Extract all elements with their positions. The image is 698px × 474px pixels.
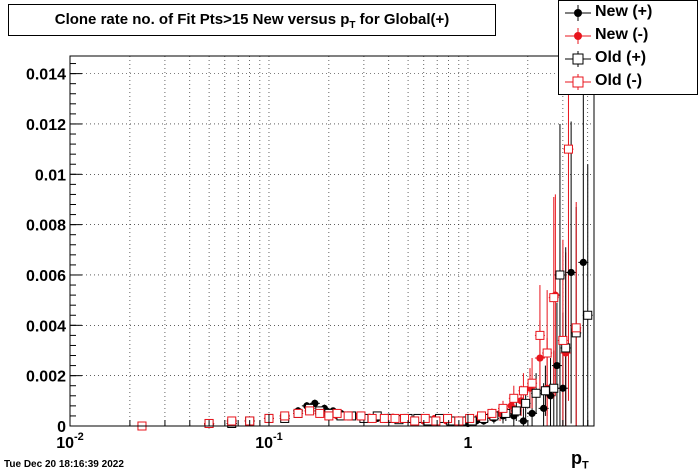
legend-label: Old (-) xyxy=(595,72,643,89)
data-point xyxy=(511,406,521,416)
legend-entry-new-minus: New (-) xyxy=(559,25,698,47)
data-point xyxy=(558,335,568,345)
data-point xyxy=(535,330,545,340)
data-point xyxy=(367,413,377,423)
legend-label: New (-) xyxy=(595,26,649,43)
x-axis-label: pT xyxy=(571,448,589,472)
data-point xyxy=(540,404,548,412)
chart-title-tail: for Global(+) xyxy=(355,11,450,28)
data-point xyxy=(477,411,487,421)
x-axis-label-subscript: T xyxy=(582,459,589,472)
data-point xyxy=(400,413,410,423)
legend-entry-new-plus: New (+) xyxy=(559,2,698,24)
data-point xyxy=(390,413,400,423)
data-point xyxy=(420,413,430,423)
x-tick-label-exponent: -2 xyxy=(74,431,84,443)
data-point xyxy=(528,409,536,418)
data-point xyxy=(431,416,441,426)
data-point xyxy=(332,408,342,418)
data-point xyxy=(315,408,325,418)
data-point xyxy=(305,406,315,416)
grid-lines xyxy=(69,56,594,427)
error-bars xyxy=(136,56,593,427)
legend: New (+) New (-) Old (+) Old (-) xyxy=(558,0,698,95)
data-point xyxy=(549,383,559,393)
y-tick-label: 0.012 xyxy=(26,117,66,134)
legend-label: Old (+) xyxy=(595,49,647,66)
x-tick-label-exponent: -1 xyxy=(273,431,283,443)
data-point xyxy=(487,408,497,418)
data-point xyxy=(410,416,420,426)
x-tick-label-base: 10 xyxy=(56,435,74,452)
title-box: Clone rate no. of Fit Pts>15 New versus … xyxy=(8,4,496,36)
data-point xyxy=(465,413,475,423)
chart-title-main: Clone rate no. of Fit Pts>15 New versus … xyxy=(54,11,350,28)
data-point xyxy=(542,348,552,358)
data-point xyxy=(531,388,541,398)
data-point xyxy=(559,384,567,392)
data-point xyxy=(227,416,237,426)
data-point xyxy=(293,408,303,418)
data-point xyxy=(536,354,544,362)
chart-title-subscript: T xyxy=(349,20,356,31)
data-point xyxy=(553,361,561,370)
x-tick-label: 10-2 xyxy=(56,431,84,452)
legend-symbol-filled-circle-red xyxy=(565,28,591,44)
plot-frame xyxy=(69,55,595,427)
data-point xyxy=(555,270,565,280)
y-tick-label: 0.002 xyxy=(26,369,66,386)
data-point xyxy=(509,393,519,403)
data-point xyxy=(549,293,559,303)
data-point xyxy=(527,378,537,388)
data-point xyxy=(583,310,593,320)
chart-title: Clone rate no. of Fit Pts>15 New versus … xyxy=(9,11,495,31)
axis-ticks xyxy=(69,63,589,427)
data-point xyxy=(498,403,508,413)
legend-symbol-open-square-black xyxy=(565,51,591,67)
data-point xyxy=(518,386,528,396)
legend-symbol-open-square-red xyxy=(565,74,591,90)
x-tick-label-base: 10 xyxy=(255,435,273,452)
y-tick-label: 0.008 xyxy=(26,218,66,235)
data-point xyxy=(379,413,389,423)
data-point xyxy=(561,343,571,353)
data-markers xyxy=(137,144,593,431)
x-tick-label: 10-1 xyxy=(255,431,283,452)
data-point xyxy=(356,411,366,421)
data-point xyxy=(443,413,453,423)
legend-symbol-filled-circle-black xyxy=(565,5,591,21)
y-tick-label: 0 xyxy=(57,419,66,436)
data-point xyxy=(324,411,334,421)
data-point xyxy=(571,323,581,333)
y-tick-label: 0.006 xyxy=(26,268,66,285)
x-tick-label: 1 xyxy=(464,435,473,452)
legend-entry-old-plus: Old (+) xyxy=(559,48,698,70)
data-point xyxy=(540,386,550,396)
timestamp: Tue Dec 20 18:16:39 2022 xyxy=(4,459,124,470)
data-point xyxy=(280,411,290,421)
data-point xyxy=(567,268,575,277)
data-point xyxy=(579,258,587,266)
data-point xyxy=(519,417,528,425)
legend-entry-old-minus: Old (-) xyxy=(559,71,698,93)
y-tick-label: 0.014 xyxy=(26,67,66,84)
y-tick-label: 0.01 xyxy=(35,167,66,184)
x-axis-label-main: p xyxy=(571,448,582,468)
data-point xyxy=(343,411,353,421)
y-tick-label: 0.004 xyxy=(26,318,66,335)
x-tick-label-base: 1 xyxy=(464,435,473,452)
legend-label: New (+) xyxy=(595,3,653,20)
data-point xyxy=(521,398,531,408)
data-point xyxy=(563,144,573,154)
